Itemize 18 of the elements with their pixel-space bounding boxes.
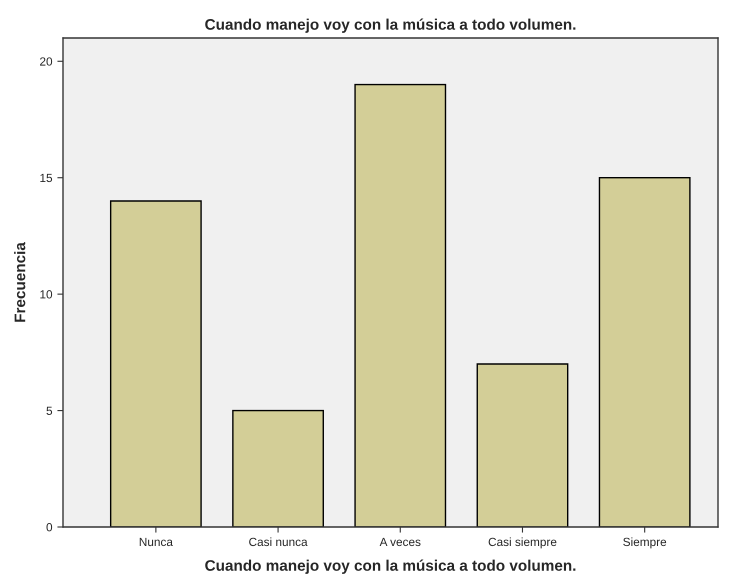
- x-tick-label: Casi nunca: [249, 537, 308, 546]
- x-axis-title: Cuando manejo voy con la música a todo volumen.: [205, 560, 576, 574]
- y-tick-label: 10: [40, 290, 52, 299]
- y-axis-title: Frecuencia: [14, 242, 26, 322]
- bar: [110, 200, 202, 527]
- y-tick-label: 5: [46, 406, 52, 415]
- x-tick-label: Siempre: [623, 537, 666, 548]
- bar: [354, 84, 446, 527]
- chart-title: Cuando manejo voy con la música a todo volumen.: [205, 18, 576, 33]
- y-tick-label: 0: [46, 523, 52, 532]
- x-tick-label: Nunca: [140, 538, 173, 546]
- x-tick-label: Casi siempre: [488, 537, 556, 548]
- y-tick-label: 20: [40, 57, 52, 66]
- bar: [598, 177, 691, 527]
- y-tick-label: 15: [40, 174, 52, 182]
- bar: [476, 363, 568, 527]
- bar: [232, 410, 324, 527]
- x-tick-label: A veces: [380, 538, 421, 546]
